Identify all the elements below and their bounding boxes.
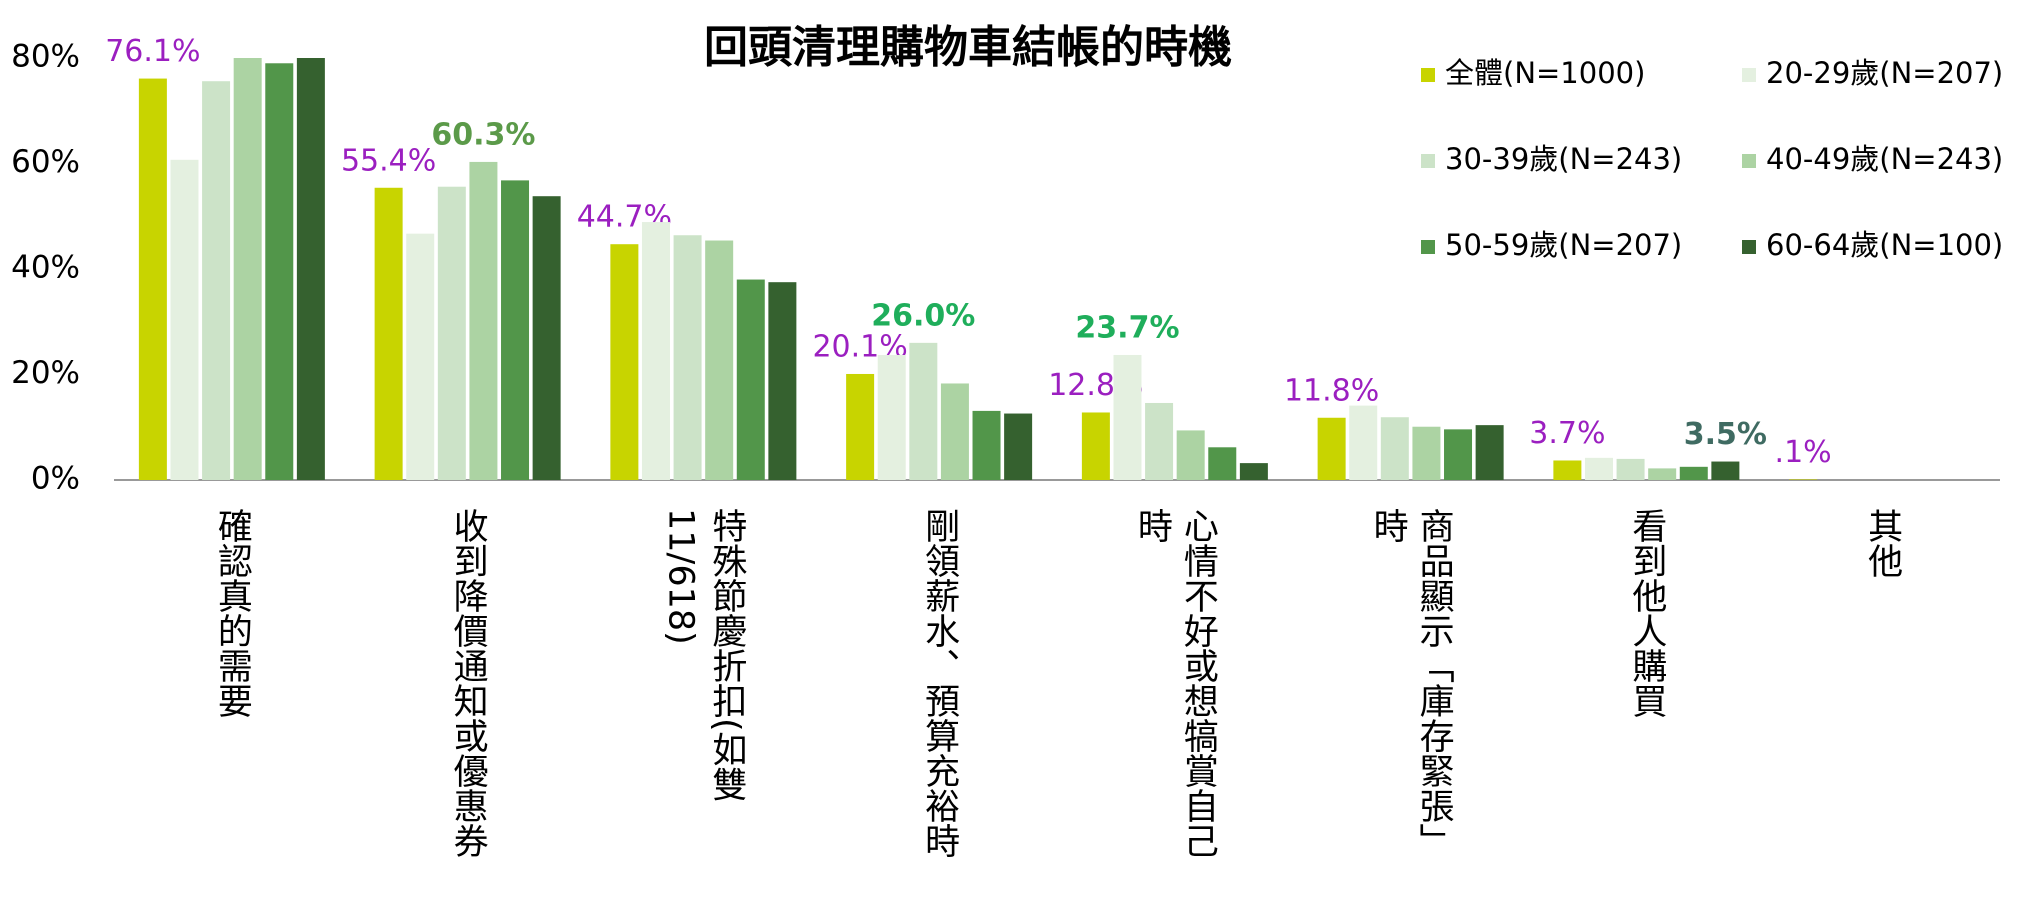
bar: [1239, 463, 1268, 480]
legend-label: 50-59歲(N=207): [1445, 228, 1682, 262]
data-label: 26.0%: [871, 298, 975, 333]
legend-label: 20-29歲(N=207): [1766, 56, 2003, 90]
bar: [374, 187, 403, 480]
bar: [641, 222, 670, 481]
legend-swatch: [1421, 68, 1435, 82]
bar: [532, 196, 561, 480]
bar: [1553, 460, 1582, 480]
legend-swatch: [1742, 154, 1756, 168]
chart-title: 回頭清理購物車結帳的時機: [704, 22, 1232, 73]
bar: [1475, 425, 1504, 480]
bar: [1584, 457, 1613, 480]
bar: [1004, 413, 1033, 480]
legend-label: 30-39歲(N=243): [1445, 142, 1682, 176]
bar: [1648, 468, 1677, 480]
legend-swatch: [1742, 68, 1756, 82]
bar: [1711, 461, 1740, 480]
legend-swatch: [1421, 154, 1435, 168]
data-label: 60.3%: [431, 117, 535, 152]
bar: [1176, 430, 1205, 480]
data-label: .1%: [1775, 435, 1832, 470]
bar: [909, 342, 938, 480]
bar: [1616, 458, 1645, 480]
bar: [940, 383, 969, 480]
bar: [469, 161, 498, 481]
data-label: 23.7%: [1075, 310, 1179, 345]
data-label: 3.5%: [1684, 417, 1767, 452]
bar: [768, 282, 797, 480]
bar: [1317, 417, 1346, 480]
bar: [1412, 426, 1441, 480]
legend-label: 60-64歲(N=100): [1766, 228, 2003, 262]
bar: [1789, 479, 1818, 480]
bar: [705, 240, 734, 480]
bar: [138, 78, 167, 480]
x-tick-label: 其他: [1862, 508, 1903, 578]
x-tick-label: 確認真的需要: [211, 508, 252, 718]
bar: [501, 180, 530, 480]
data-label: 55.4%: [341, 143, 436, 178]
bar: [846, 373, 875, 480]
bar: [1349, 405, 1378, 480]
y-tick-label: 60%: [11, 144, 80, 180]
data-label: 76.1%: [105, 34, 200, 69]
x-tick-label: 收到降價通知或優惠券: [447, 508, 488, 858]
legend-swatch: [1742, 240, 1756, 254]
bar: [296, 58, 325, 480]
bar: [233, 58, 262, 480]
bar: [1145, 402, 1174, 480]
bar: [1113, 354, 1142, 480]
bar: [437, 186, 466, 480]
x-tick-label: 特殊節慶折扣(如雙11/618): [660, 508, 747, 802]
bar: [610, 244, 639, 480]
bar: [1444, 429, 1473, 480]
x-tick-label: 看到他人購買: [1626, 508, 1667, 718]
legend-label: 全體(N=1000): [1445, 56, 1645, 90]
data-label: 3.7%: [1529, 416, 1605, 451]
x-tick-label: 剛領薪水、預算充裕時: [919, 508, 960, 858]
bar: [1679, 466, 1708, 480]
y-tick-label: 40%: [11, 250, 80, 286]
legend-label: 40-49歲(N=243): [1766, 142, 2003, 176]
data-label: 11.8%: [1284, 373, 1379, 408]
bar: [1380, 417, 1409, 480]
bar: [170, 159, 199, 480]
bar: [265, 63, 294, 481]
y-tick-label: 20%: [11, 355, 80, 391]
x-tick-label: 商品顯示「庫存緊張」時: [1367, 508, 1454, 858]
bar: [406, 233, 435, 480]
bar: [972, 410, 1001, 480]
legend-swatch: [1421, 240, 1435, 254]
bar: [673, 235, 702, 480]
y-tick-label: 80%: [11, 39, 80, 75]
bar: [1208, 447, 1237, 480]
bar: [736, 279, 765, 480]
x-tick-label: 心情不好或想犒賞自己時: [1131, 508, 1218, 858]
y-tick-label: 0%: [31, 461, 80, 497]
bar: [1081, 412, 1110, 480]
bar: [202, 81, 231, 481]
bar: [877, 354, 906, 480]
